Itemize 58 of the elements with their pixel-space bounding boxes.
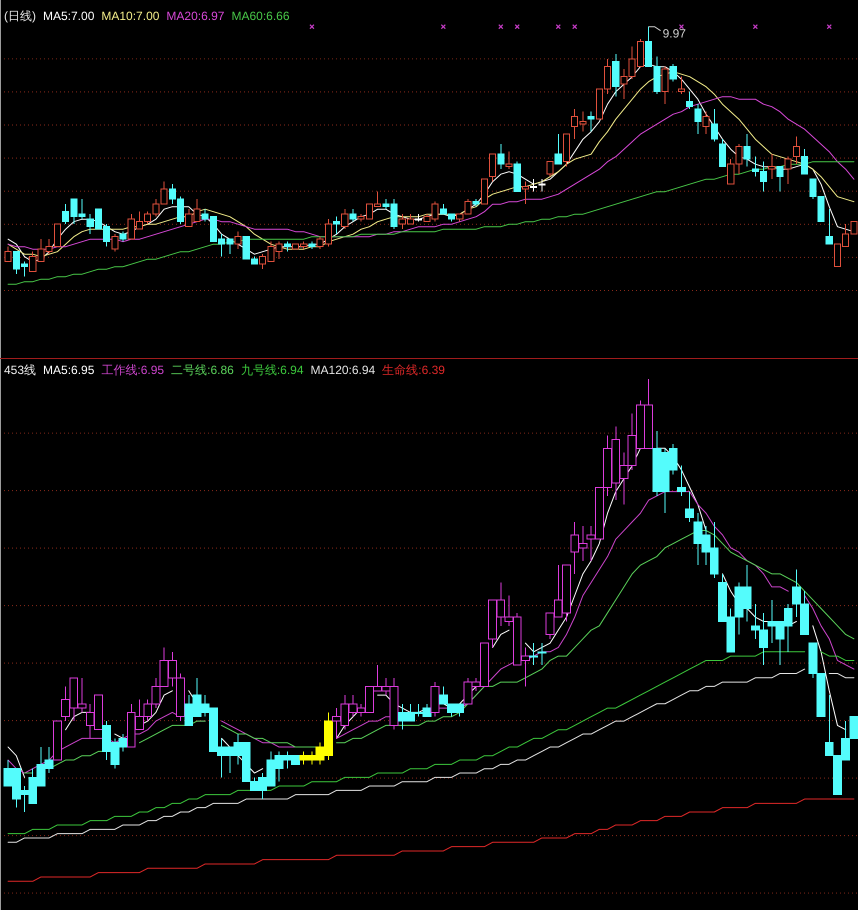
candlestick <box>670 64 677 82</box>
candlestick <box>546 161 554 178</box>
candlestick <box>744 134 751 168</box>
candlestick <box>686 91 694 110</box>
candlestick <box>284 241 291 252</box>
candlestick <box>538 178 546 192</box>
candlestick <box>349 208 357 222</box>
text: MA10:7.00 <box>101 9 160 23</box>
text: 二号线:6.86 <box>171 363 234 377</box>
text: 九号线:6.94 <box>240 363 304 377</box>
candlestick <box>554 134 562 165</box>
candlestick <box>801 148 808 175</box>
text: MA20:6.97 <box>166 9 225 23</box>
candlestick <box>784 156 792 185</box>
text: MA5:6.95 <box>43 363 95 377</box>
candlestick <box>678 76 685 95</box>
candlestick <box>826 208 833 245</box>
candlestick <box>430 682 440 718</box>
candlestick <box>341 208 348 230</box>
candlestick <box>612 54 620 98</box>
text: MA60:6.66 <box>231 9 290 23</box>
candlestick <box>234 231 242 250</box>
text: MA120:6.94 <box>310 363 376 377</box>
chart-title: (日线) <box>4 9 36 23</box>
candlestick <box>489 154 496 182</box>
chart-title: 453线 <box>4 363 36 377</box>
candlestick <box>308 241 316 250</box>
text: 工作线:6.95 <box>101 363 164 377</box>
candlestick <box>333 216 340 235</box>
text: MA5:7.00 <box>43 9 95 23</box>
candlestick <box>514 161 521 192</box>
candlestick <box>472 198 480 208</box>
candlestick <box>415 214 422 222</box>
candlestick <box>661 66 669 105</box>
candlestick <box>480 178 488 205</box>
candlestick <box>497 144 504 170</box>
candlestick <box>120 231 127 242</box>
candlestick <box>111 234 118 252</box>
candlestick <box>702 111 710 135</box>
candlestick <box>685 491 694 522</box>
candlestick <box>694 104 702 135</box>
candlestick <box>718 138 726 168</box>
candlestick <box>530 178 538 192</box>
candlestick <box>588 111 595 132</box>
candlestick <box>562 134 570 168</box>
candlestick <box>537 642 546 666</box>
text: 生命线:6.39 <box>382 363 446 377</box>
candlestick <box>710 108 718 142</box>
candlestick <box>529 642 538 666</box>
candlestick <box>768 154 776 180</box>
candlestick <box>52 720 62 761</box>
candlestick <box>677 465 686 496</box>
annotation: 9.97 <box>662 26 686 41</box>
candlestick <box>792 136 800 165</box>
candlestick <box>776 166 784 192</box>
candlestick <box>4 246 12 262</box>
candlestick <box>505 151 513 170</box>
candlestick <box>522 181 529 205</box>
